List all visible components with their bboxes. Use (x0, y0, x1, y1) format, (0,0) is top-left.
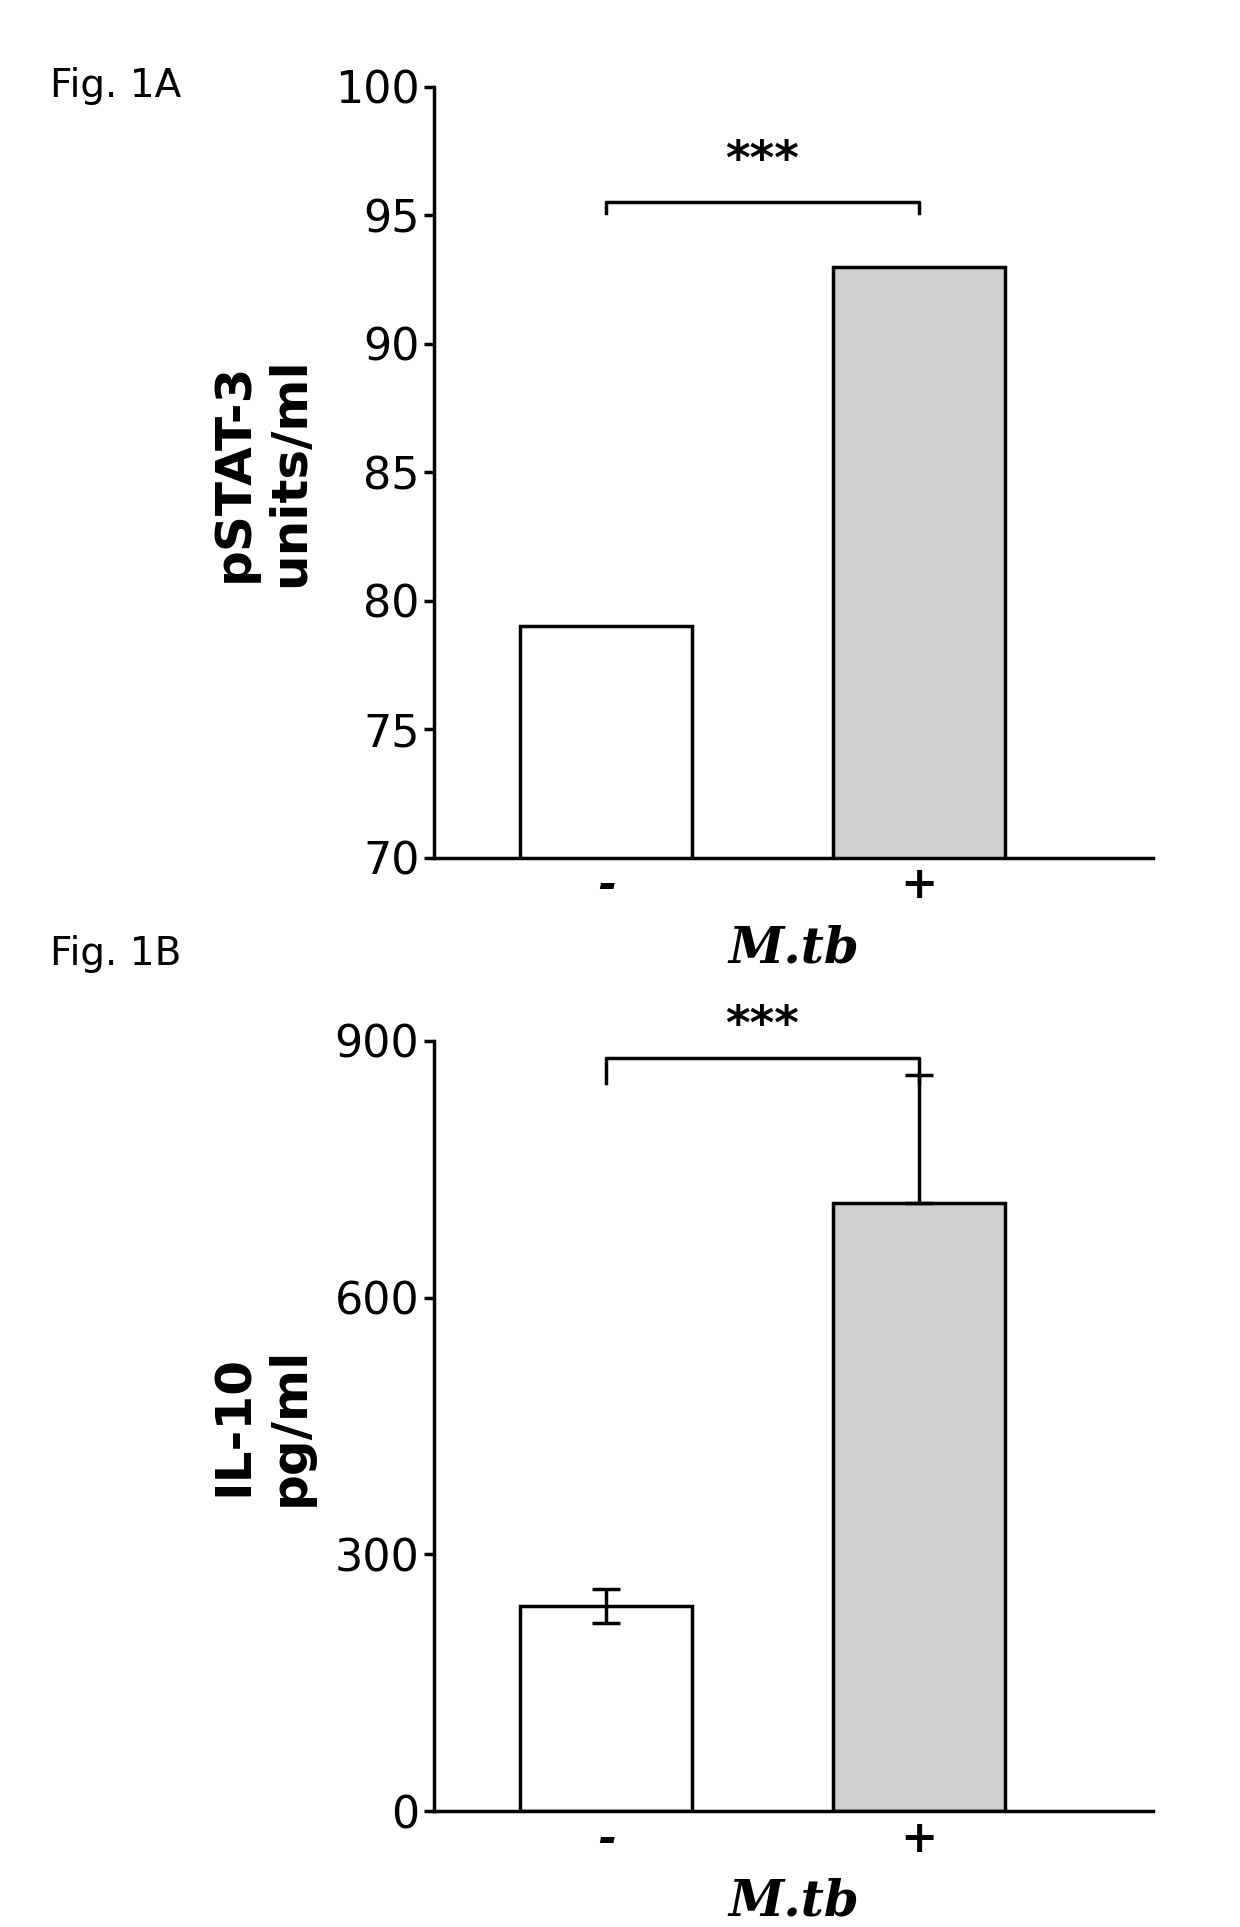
Bar (520, 1605, 692, 1811)
Y-axis label: IL-10
pg/ml: IL-10 pg/ml (210, 1347, 314, 1505)
Text: Fig. 1B: Fig. 1B (50, 935, 181, 973)
Y-axis label: pSTAT-3
units/ml: pSTAT-3 units/ml (211, 356, 314, 588)
Bar (833, 266, 1004, 1927)
Bar (833, 1202, 1004, 1811)
X-axis label: M.tb: M.tb (728, 925, 859, 973)
X-axis label: M.tb: M.tb (728, 1879, 859, 1927)
Text: ***: *** (725, 139, 800, 185)
Text: ***: *** (725, 1004, 800, 1048)
Text: Fig. 1A: Fig. 1A (50, 67, 181, 106)
Bar (520, 626, 692, 1927)
